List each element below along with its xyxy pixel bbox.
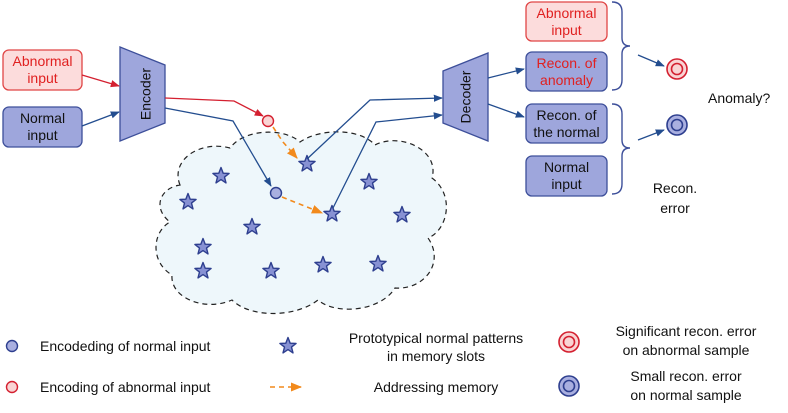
decoder-label: Decoder — [458, 70, 474, 123]
legend: Encodeding of normal input Encoding of a… — [5, 323, 757, 403]
significant-error-circle-icon — [666, 58, 688, 80]
normal-input-line2: input — [27, 127, 57, 143]
abnormal-to-encoder-arrow — [81, 74, 120, 88]
abnormal-input-line2: input — [27, 70, 57, 86]
memory-to-decoder-arrow-2 — [332, 112, 443, 209]
addressing-normal-arrow — [281, 196, 324, 214]
legend-prototypes-line1: Prototypical normal patterns — [349, 330, 523, 346]
encoder-label: Encoder — [138, 68, 154, 120]
output-normal-line1: Normal — [544, 159, 589, 175]
brace-normal — [611, 103, 631, 195]
normal-input-box: Normal input — [2, 106, 83, 148]
output-abnormal-input-box: Abnormal input — [525, 1, 608, 42]
output-abnormal-line1: Abnormal — [537, 5, 597, 21]
brace-abnormal — [611, 1, 631, 91]
memory-cloud — [155, 131, 447, 315]
legend-normal-encoding: Encodeding of normal input — [40, 338, 211, 354]
abnormal-encoding-dot — [261, 114, 275, 128]
decoder-block: Decoder — [442, 52, 489, 142]
memory-to-decoder-arrow-1 — [306, 94, 443, 160]
decoder-to-recon-normal-arrow — [487, 103, 525, 118]
recon-anomaly-box: Recon. of anomaly — [525, 51, 608, 92]
recon-error-line1: Recon. — [653, 180, 697, 196]
legend-abnormal-encoding: Encoding of abnormal input — [40, 379, 211, 395]
small-error-circle-icon — [666, 114, 688, 136]
legend-significant-line1: Significant recon. error — [616, 323, 757, 339]
anomaly-question: Anomaly? — [708, 90, 770, 106]
encoder-to-abnormal-encoding-arrow — [164, 97, 264, 117]
recon-error-line2: error — [660, 200, 690, 216]
legend-prototypes-line2: in memory slots — [387, 348, 485, 364]
encoder-block: Encoder — [119, 46, 166, 142]
legend-small-line2: on normal sample — [630, 387, 741, 403]
legend-abnormal-dot — [5, 380, 19, 394]
legend-small-line1: Small recon. error — [630, 368, 742, 384]
recon-normal-line2: the normal — [533, 124, 599, 140]
output-abnormal-line2: input — [551, 22, 581, 38]
normal-encoding-dot — [269, 186, 283, 200]
output-normal-input-box: Normal input — [525, 155, 608, 197]
brace-to-significant-error-arrow — [637, 54, 665, 67]
abnormal-input-box: Abnormal input — [2, 49, 83, 91]
legend-significant-line2: on abnormal sample — [623, 342, 750, 358]
legend-small-error-icon — [558, 375, 580, 397]
legend-normal-dot — [5, 339, 19, 353]
normal-to-encoder-arrow — [81, 111, 120, 127]
recon-normal-line1: Recon. of — [537, 107, 597, 123]
decoder-to-recon-anomaly-arrow — [487, 67, 525, 79]
recon-anomaly-line2: anomaly — [540, 72, 593, 88]
abnormal-input-line1: Abnormal — [13, 53, 73, 69]
recon-normal-box: Recon. of the normal — [525, 103, 608, 144]
brace-to-small-error-arrow — [637, 129, 665, 141]
recon-anomaly-line1: Recon. of — [537, 55, 597, 71]
encoder-to-normal-encoding-arrow — [164, 107, 272, 187]
legend-addressing: Addressing memory — [374, 379, 499, 395]
addressing-abnormal-arrow — [272, 126, 298, 159]
legend-star-icon — [279, 336, 297, 354]
output-normal-line2: input — [551, 176, 581, 192]
normal-input-line1: Normal — [20, 110, 65, 126]
legend-significant-error-icon — [558, 331, 580, 353]
